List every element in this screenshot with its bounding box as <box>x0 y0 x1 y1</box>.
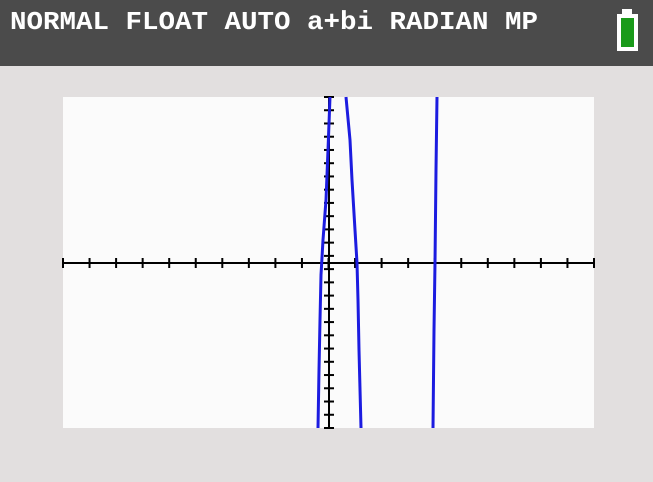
battery-level <box>621 18 634 47</box>
battery-icon <box>617 9 638 51</box>
page: NORMAL FLOAT AUTO a+bi RADIAN MP (() => … <box>0 0 653 482</box>
status-text: NORMAL FLOAT AUTO a+bi RADIAN MP <box>10 7 538 37</box>
battery-tip <box>622 9 632 14</box>
calculator-screen: NORMAL FLOAT AUTO a+bi RADIAN MP <box>0 0 653 482</box>
